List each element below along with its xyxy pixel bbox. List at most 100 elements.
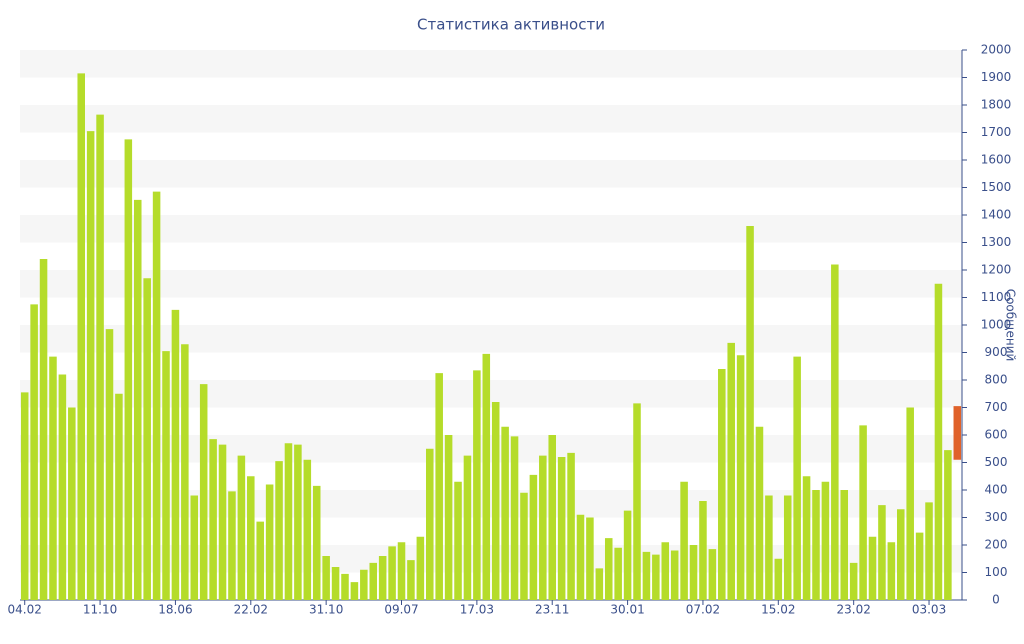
bar — [887, 542, 896, 600]
grid-band — [20, 380, 962, 408]
x-tick-label: 30.01 — [610, 603, 644, 617]
y-tick-label: 1800 — [981, 98, 1012, 112]
bar — [849, 562, 858, 600]
grid-band — [20, 215, 962, 243]
bar — [652, 554, 660, 600]
y-axis-label: Сообщений — [1004, 289, 1018, 362]
bar — [228, 491, 236, 600]
bar — [133, 199, 142, 600]
y-tick-label: 900 — [985, 345, 1008, 359]
y-tick-label: 1000 — [981, 318, 1012, 332]
bar — [868, 536, 877, 600]
bar — [689, 545, 698, 600]
bar — [680, 481, 688, 600]
bar — [426, 448, 434, 600]
bar — [793, 356, 801, 600]
y-tick-label: 1300 — [981, 235, 1012, 249]
bar — [49, 356, 57, 600]
bar — [407, 560, 415, 600]
bar — [699, 501, 707, 600]
y-tick-label: 300 — [985, 510, 1008, 524]
bar — [256, 521, 264, 600]
chart-title: Статистика активности — [417, 16, 605, 34]
x-tick-label: 11.10 — [83, 603, 117, 617]
bar — [783, 495, 792, 600]
bar — [463, 455, 472, 600]
x-tick-label: 17.03 — [460, 603, 494, 617]
bar — [520, 492, 528, 600]
x-tick-label: 03.03 — [912, 603, 946, 617]
bar — [341, 573, 349, 600]
x-tick-label: 09.07 — [384, 603, 418, 617]
bar — [915, 532, 924, 600]
grid-band — [20, 490, 962, 518]
bar — [322, 556, 330, 600]
bar — [878, 505, 886, 600]
bar — [906, 407, 914, 600]
bar — [812, 490, 820, 600]
y-tick-label: 0 — [992, 593, 1000, 607]
x-tick-label: 22.02 — [234, 603, 268, 617]
bar — [152, 191, 161, 600]
y-tick-label: 1500 — [981, 180, 1012, 194]
x-tick-label: 18.06 — [158, 603, 192, 617]
x-tick-label: 07.02 — [686, 603, 720, 617]
grid-band — [20, 545, 962, 573]
bar — [821, 481, 830, 600]
bar — [331, 567, 340, 600]
x-tick-label: 23.11 — [535, 603, 569, 617]
bar — [284, 443, 293, 600]
x-tick-label: 04.02 — [8, 603, 42, 617]
bar — [378, 556, 387, 600]
grid-band — [20, 160, 962, 188]
bar — [548, 435, 556, 600]
y-tick-label: 100 — [985, 565, 1008, 579]
bar — [20, 392, 29, 600]
bar — [397, 542, 406, 600]
bar — [199, 384, 208, 600]
bar — [237, 455, 246, 600]
y-tick-label: 400 — [985, 483, 1008, 497]
y-tick-label: 1900 — [981, 70, 1012, 84]
bar — [303, 459, 312, 600]
bar — [115, 393, 123, 600]
bar — [529, 474, 538, 600]
bar — [275, 461, 283, 600]
bar — [510, 436, 519, 600]
y-tick-label: 500 — [985, 455, 1008, 469]
bar — [369, 562, 378, 600]
bar — [491, 402, 500, 600]
bar — [746, 226, 754, 600]
bar — [171, 309, 180, 600]
bar — [670, 550, 679, 600]
bar — [105, 329, 114, 600]
bar — [642, 551, 651, 600]
range-bar — [953, 406, 962, 460]
bar — [247, 476, 255, 600]
bar — [482, 353, 491, 600]
y-tick-label: 600 — [985, 428, 1008, 442]
bar — [576, 514, 585, 600]
bar — [294, 444, 302, 600]
bar — [604, 538, 613, 600]
grid-band — [20, 435, 962, 463]
bar — [209, 439, 217, 600]
bar — [312, 485, 321, 600]
bar — [859, 425, 867, 600]
bar — [162, 351, 170, 600]
y-tick-label: 700 — [985, 400, 1008, 414]
y-tick-label: 1600 — [981, 153, 1012, 167]
bar — [143, 278, 151, 600]
y-tick-label: 1700 — [981, 125, 1012, 139]
bar — [925, 502, 933, 600]
bar — [586, 517, 594, 600]
grid-band — [20, 325, 962, 353]
bar — [435, 373, 443, 600]
bar — [944, 450, 952, 600]
x-tick-label: 31.10 — [309, 603, 343, 617]
bar — [831, 264, 839, 600]
y-tick-label: 2000 — [981, 43, 1012, 57]
bar — [633, 403, 641, 600]
bar — [501, 426, 509, 600]
